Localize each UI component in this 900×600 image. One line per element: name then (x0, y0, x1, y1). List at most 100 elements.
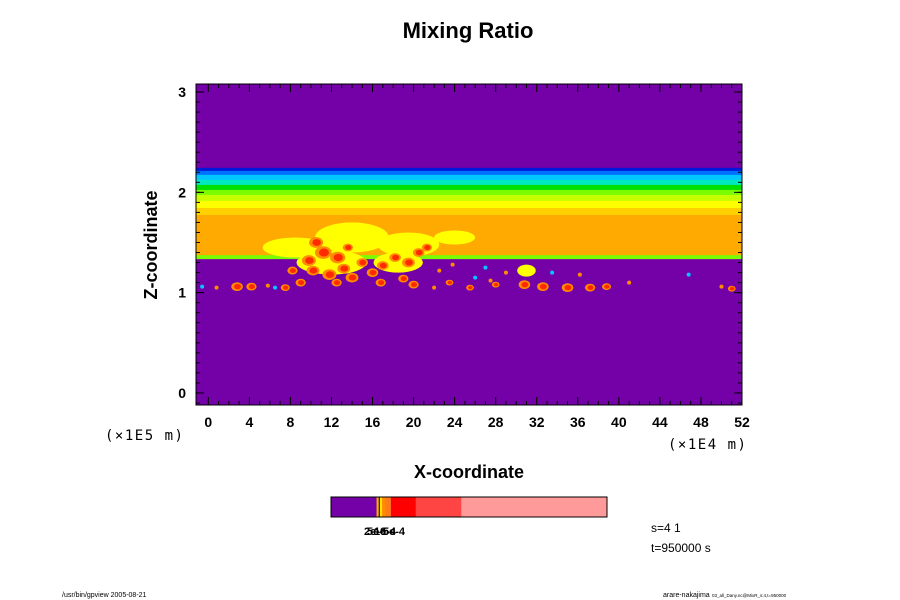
cell-8-core (359, 259, 367, 266)
speck-10 (577, 272, 582, 277)
x-tick-label-1: 4 (245, 414, 253, 430)
cell-18 (342, 243, 354, 252)
mixing-ratio-bands (196, 84, 742, 405)
footer-right-main: arare-nakajima (663, 592, 710, 599)
x-tick-label-2: 8 (287, 414, 295, 430)
cell-24 (280, 284, 290, 292)
speck-5 (450, 262, 455, 267)
cell-5-core (325, 271, 335, 278)
x-tick-label-13: 52 (734, 414, 750, 430)
x-tick-label-6: 24 (447, 414, 463, 430)
colorbar-label-3: 1e-4 (374, 526, 397, 538)
cell-5 (322, 269, 337, 280)
cell-28 (584, 283, 596, 292)
cell-4 (337, 263, 351, 274)
yellow-patch-6 (517, 264, 536, 277)
cell-4-core (340, 265, 349, 272)
x-tick-label-0: 0 (204, 414, 212, 430)
cell-19-core (378, 280, 385, 286)
colorbar-segment-4 (382, 497, 386, 517)
cell-33 (491, 281, 500, 288)
x-axis-ticks: 0 4 8 12 16 20 24 28 32 36 40 44 48 52 (204, 84, 750, 430)
band-6 (196, 189, 742, 195)
cell-0-core (312, 239, 321, 246)
cell-10-core (379, 262, 387, 269)
mixing-ratio-specks (200, 262, 724, 290)
cell-14-core (424, 245, 431, 250)
y-axis-ticks: 0 1 2 3 (178, 84, 742, 404)
cell-27-core (564, 284, 572, 291)
x-tick-label-9: 36 (570, 414, 586, 430)
chart-title: Mixing Ratio (403, 18, 534, 43)
cell-29-core (604, 284, 610, 289)
cell-31 (445, 279, 454, 286)
colorbar (331, 497, 608, 517)
cell-1-core (318, 248, 329, 257)
y-axis-label: Z-coordinate (141, 190, 161, 299)
cell-9-core (369, 269, 377, 276)
cell-13 (412, 248, 425, 257)
cell-18-core (345, 245, 352, 250)
y-tick-label-2: 2 (178, 184, 186, 200)
speck-1 (214, 285, 219, 290)
speck-7 (488, 278, 493, 283)
colorbar-segment-8 (461, 497, 608, 517)
cell-21-core (410, 282, 418, 288)
plot-frame (195, 83, 743, 406)
cell-6 (306, 265, 320, 276)
cell-22 (231, 282, 243, 292)
cell-9 (366, 268, 379, 277)
x-tick-label-7: 28 (488, 414, 504, 430)
cell-29 (602, 283, 612, 291)
cell-20 (398, 274, 409, 283)
speck-15 (483, 265, 488, 270)
cell-2-core (305, 257, 314, 264)
x-axis-label: X-coordinate (414, 462, 524, 482)
band-4 (196, 200, 742, 208)
speck-12 (686, 272, 691, 277)
cell-26 (537, 282, 549, 292)
cell-31-core (447, 280, 453, 285)
x-tick-label-5: 20 (406, 414, 422, 430)
cell-20-core (400, 276, 407, 282)
cell-17 (331, 278, 342, 287)
yellow-patch-3 (434, 230, 476, 245)
band-3 (196, 207, 742, 216)
band-5 (196, 194, 742, 201)
cell-19 (375, 278, 386, 287)
colorbar-label-4: 5e-4 (383, 526, 406, 538)
y-tick-label-1: 1 (178, 285, 186, 301)
cell-24-core (282, 285, 289, 290)
cell-23 (246, 282, 257, 291)
cell-2 (301, 255, 316, 266)
info-t-value: t=950000 s (651, 541, 711, 555)
x-tick-label-11: 44 (652, 414, 668, 430)
yellow-patch-1 (315, 222, 389, 253)
speck-6 (473, 275, 478, 280)
speck-9 (550, 270, 555, 275)
colorbar-segment-1 (376, 497, 380, 517)
cell-7-core (348, 274, 357, 281)
colorbar-frame (330, 496, 608, 518)
cell-13-core (415, 249, 423, 256)
x-tick-label-10: 40 (611, 414, 627, 430)
cell-33-core (493, 282, 499, 287)
colorbar-label-2: 5e-5 (367, 526, 389, 538)
cell-30-core (729, 286, 735, 291)
cell-10 (377, 261, 389, 270)
cell-21 (408, 280, 419, 289)
x-tick-label-8: 32 (529, 414, 545, 430)
cell-11-core (392, 254, 400, 261)
heatmap-plot (196, 84, 742, 405)
band-12 (196, 84, 742, 168)
y-tick-label-0: 0 (178, 385, 186, 401)
info-s-value: s=4 1 (651, 521, 681, 535)
colorbar-segment-3 (379, 497, 383, 517)
speck-13 (719, 284, 724, 289)
band-0 (196, 258, 742, 405)
cell-25-core (521, 281, 529, 288)
cell-14 (421, 243, 433, 252)
speck-14 (432, 285, 437, 290)
cell-30 (727, 285, 736, 292)
